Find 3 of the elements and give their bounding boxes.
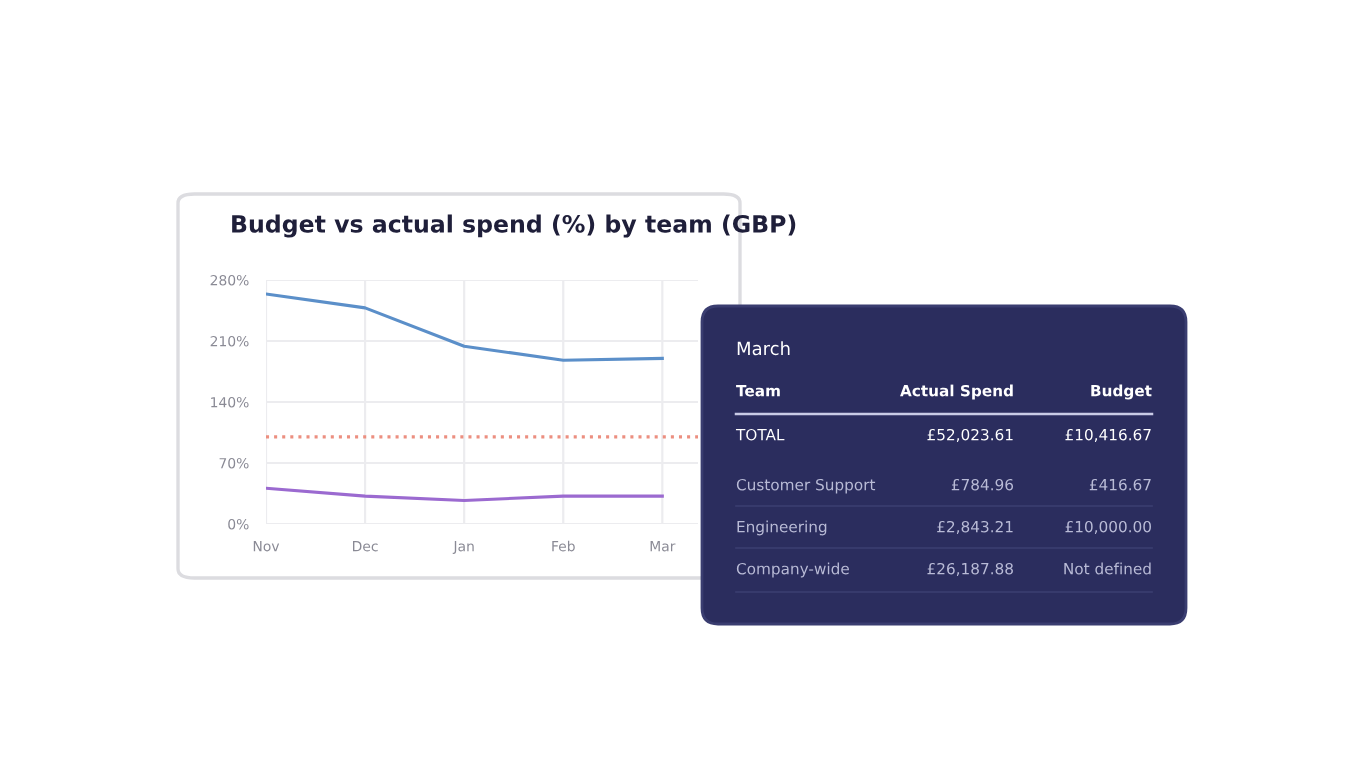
- line-series: [266, 292, 664, 362]
- chart-title: Budget vs actual spend (%) by team (GBP): [232, 214, 796, 238]
- text: March: [737, 341, 790, 356]
